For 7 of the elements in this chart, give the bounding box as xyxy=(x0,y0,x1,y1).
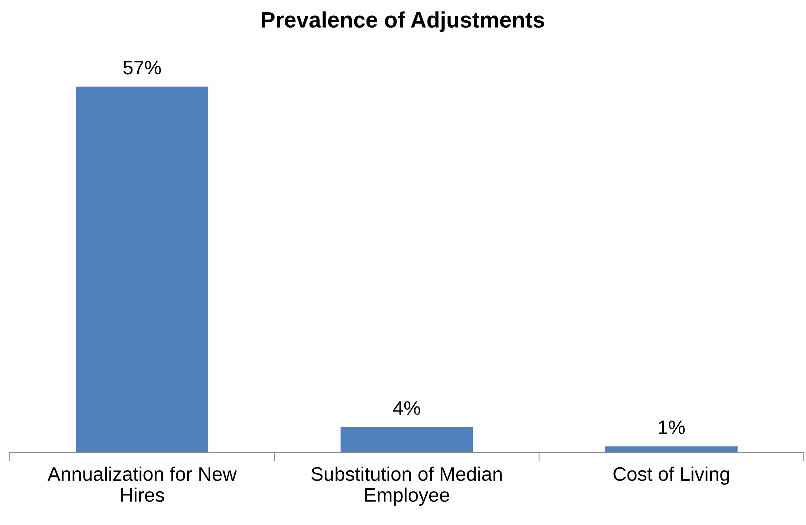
x-tick-label: Annualization for New Hires xyxy=(48,466,237,502)
data-label: 57% xyxy=(124,61,162,75)
data-label: 4% xyxy=(393,401,420,416)
x-tick-label: Substitution of Median Employee xyxy=(312,466,502,506)
data-label: 1% xyxy=(659,420,686,434)
x-tick-label: Cost of Living xyxy=(614,466,730,486)
chart-title: Prevalence of Adjustments xyxy=(262,12,544,32)
